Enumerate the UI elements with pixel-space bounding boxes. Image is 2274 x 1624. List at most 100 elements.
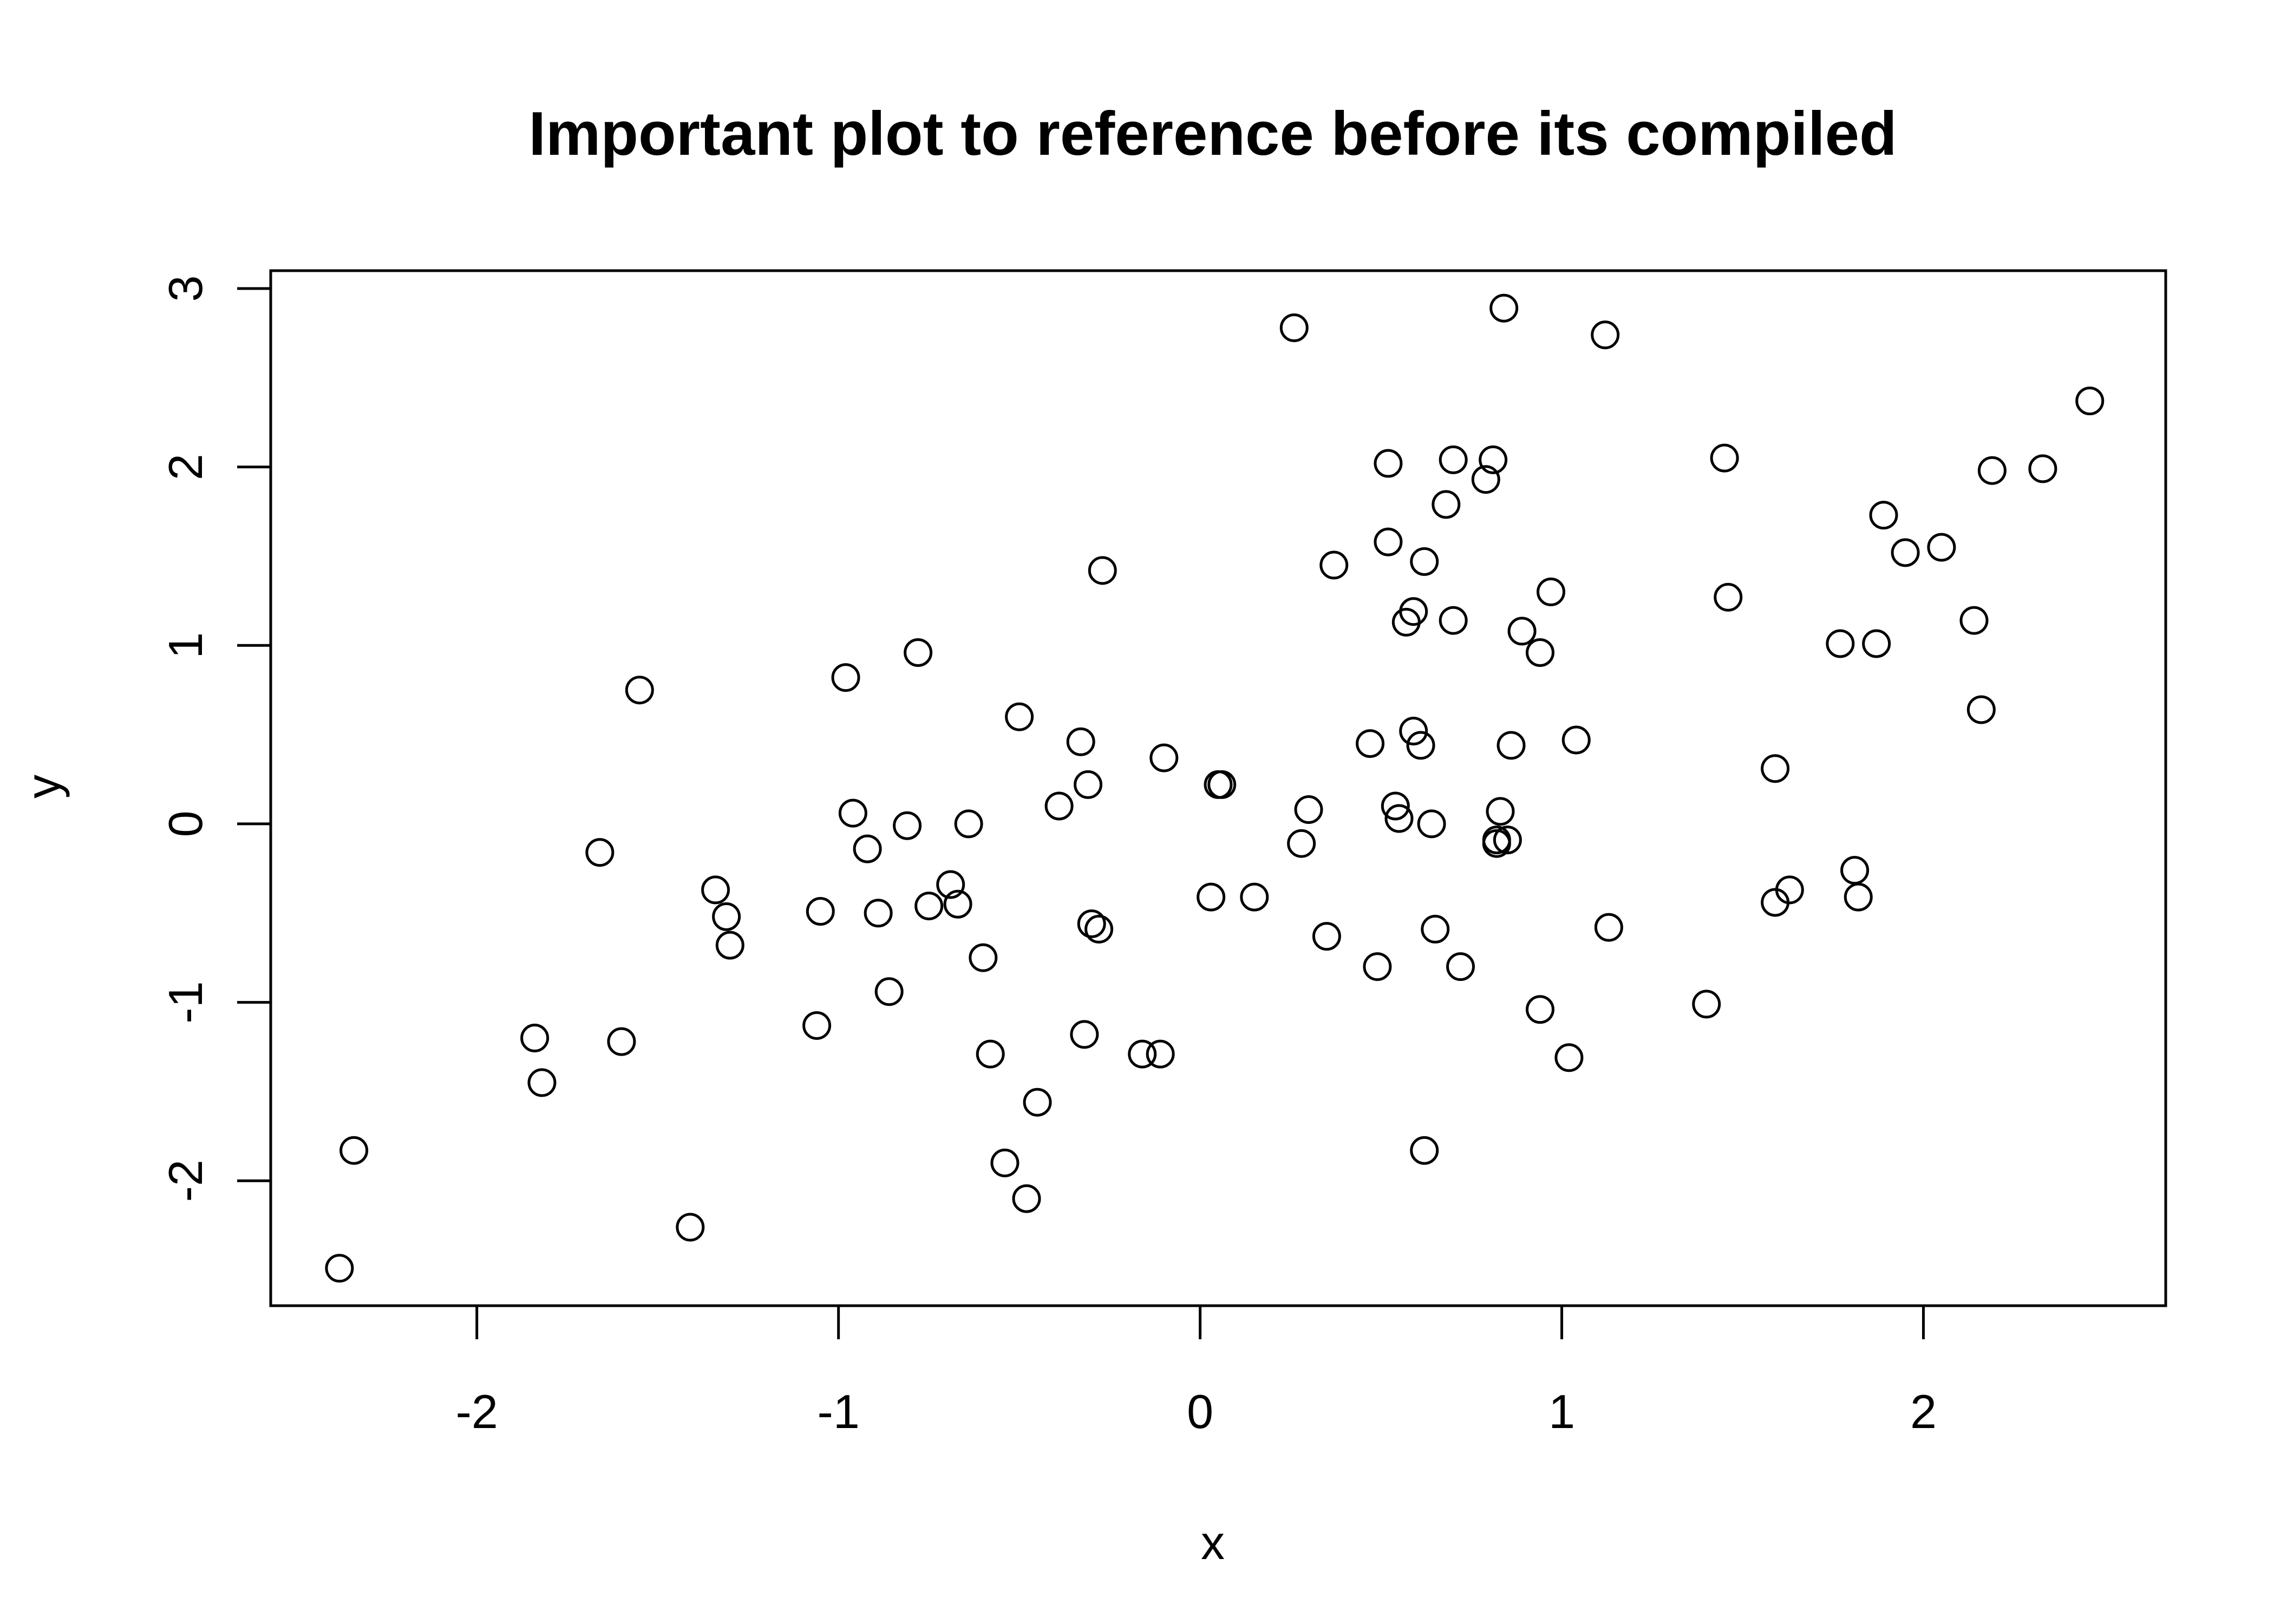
scatter-point xyxy=(625,676,654,705)
scatter-point xyxy=(1084,914,1114,944)
scatter-point xyxy=(339,1136,369,1165)
scatter-point xyxy=(802,1011,832,1040)
x-tick-label: 2 xyxy=(1910,1385,1937,1438)
y-tick-label: -1 xyxy=(159,981,212,1023)
scatter-point xyxy=(1432,490,1461,519)
x-tick-label: 1 xyxy=(1548,1385,1575,1438)
scatter-point xyxy=(1410,1136,1439,1165)
y-tick-label: 3 xyxy=(159,275,212,302)
scatter-point xyxy=(1710,443,1739,473)
scatter-point xyxy=(1417,809,1446,839)
scatter-point xyxy=(2075,387,2105,416)
scatter-point xyxy=(1066,727,1095,756)
scatter-point xyxy=(1005,702,1034,731)
scatter-point xyxy=(1374,527,1403,556)
data-points xyxy=(325,293,2105,1283)
scatter-point xyxy=(1240,882,1269,912)
x-tick-label: -1 xyxy=(818,1385,860,1438)
scatter-point xyxy=(1384,804,1414,833)
scatter-point xyxy=(1486,797,1515,826)
scatter-point xyxy=(853,834,882,863)
scatter-point xyxy=(325,1254,354,1283)
scatter-point xyxy=(1077,909,1106,939)
scatter-point xyxy=(969,943,998,972)
scatter-point xyxy=(715,931,744,960)
scatter-point xyxy=(936,870,965,899)
scatter-point xyxy=(1844,882,1873,912)
scatter-point xyxy=(1561,725,1591,755)
plot-frame xyxy=(269,269,2167,1307)
scatter-point xyxy=(1044,791,1074,821)
scatter-point xyxy=(874,977,904,1006)
scatter-point xyxy=(1439,606,1468,635)
scatter-point xyxy=(1294,795,1323,824)
y-tick-label: 1 xyxy=(159,632,212,659)
scatter-point xyxy=(1493,826,1522,855)
scatter-point xyxy=(1410,547,1439,576)
scatter-point xyxy=(607,1027,636,1056)
scatter-point xyxy=(1826,629,1855,658)
y-tick-label: 2 xyxy=(159,454,212,480)
scatter-point xyxy=(1775,875,1804,905)
scatter-point xyxy=(527,1068,557,1097)
scatter-point xyxy=(2028,454,2057,483)
scatter-point xyxy=(1525,638,1554,667)
scatter-point xyxy=(676,1213,705,1242)
scatter-point xyxy=(1128,1039,1157,1069)
scatter-point xyxy=(1479,445,1508,474)
scatter-point xyxy=(1891,538,1920,567)
scatter-point xyxy=(520,1024,550,1053)
y-axis: -2 -1 0 1 2 3 xyxy=(159,275,271,1202)
scatter-point xyxy=(1381,791,1410,821)
scatter-point xyxy=(1489,293,1519,323)
y-tick-label: 0 xyxy=(159,810,212,837)
scatter-point xyxy=(904,638,933,667)
scatter-point xyxy=(1074,770,1103,799)
scatter-point xyxy=(1594,913,1623,942)
scatter-point xyxy=(1207,770,1237,799)
x-tick-label: -2 xyxy=(456,1385,498,1438)
scatter-point xyxy=(1439,445,1468,474)
x-axis-title: x xyxy=(1201,1516,1225,1569)
scatter-point xyxy=(1023,1088,1052,1117)
scatter-point xyxy=(1406,731,1435,760)
scatter-point xyxy=(1591,320,1620,350)
scatter-point xyxy=(585,838,615,867)
scatter-point xyxy=(1197,882,1226,912)
scatter-point xyxy=(1287,829,1316,858)
scatter-point xyxy=(1525,995,1554,1024)
y-tick-label: -2 xyxy=(159,1160,212,1202)
scatter-point xyxy=(1319,551,1349,580)
scatter-point xyxy=(1862,629,1891,658)
scatter-point xyxy=(838,798,867,828)
x-tick-label: 0 xyxy=(1187,1385,1213,1438)
scatter-point xyxy=(1869,501,1898,530)
scatter-point xyxy=(1012,1184,1041,1213)
scatter-point xyxy=(1692,990,1721,1019)
scatter-point xyxy=(990,1148,1020,1177)
scatter-point xyxy=(1146,1039,1175,1069)
x-axis: -2 -1 0 1 2 xyxy=(456,1306,1937,1438)
scatter-point xyxy=(1761,754,1790,783)
y-axis-title: y xyxy=(16,775,70,798)
chart-title: Important plot to reference before its c… xyxy=(528,100,1897,168)
scatter-point xyxy=(954,809,983,839)
scatter-point xyxy=(701,875,730,905)
scatter-point xyxy=(1482,829,1511,858)
scatter-point xyxy=(1966,695,1996,724)
scatter-point xyxy=(1279,313,1309,342)
scatter-point xyxy=(831,663,860,692)
scatter-point xyxy=(1149,743,1179,772)
scatter-point xyxy=(1840,856,1870,885)
scatter-point xyxy=(1714,582,1743,612)
scatter-point xyxy=(1363,952,1392,981)
scatter-point xyxy=(1507,617,1537,646)
scatter-point xyxy=(943,889,972,919)
scatter-point xyxy=(1554,1043,1584,1072)
scatter-point xyxy=(1312,922,1341,951)
scatter-point xyxy=(1421,914,1450,944)
scatter-point xyxy=(712,902,741,931)
scatter-point xyxy=(1446,952,1475,981)
